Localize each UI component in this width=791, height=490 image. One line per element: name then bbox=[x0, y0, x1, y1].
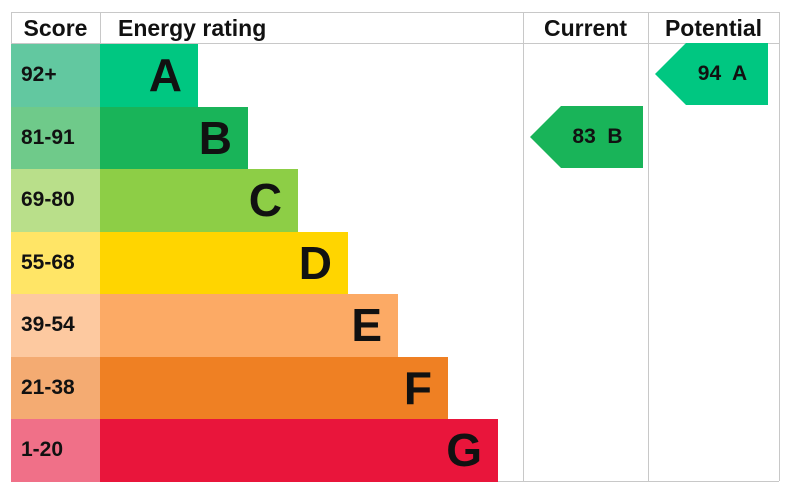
current-rating-label: 83 B bbox=[572, 125, 623, 148]
potential-rating-arrow bbox=[655, 43, 768, 105]
score-cell-b: 81-91 bbox=[11, 106, 100, 169]
score-header: Score bbox=[23, 15, 88, 41]
rating-bar-f: F bbox=[100, 356, 448, 419]
rating-bar-e: E bbox=[100, 294, 398, 357]
rating-bar-a: A bbox=[100, 44, 198, 107]
potential-arrow-shape bbox=[655, 43, 768, 105]
current-divider bbox=[523, 12, 524, 481]
score-cell-d: 55-68 bbox=[11, 231, 100, 294]
bottom-border bbox=[11, 481, 779, 482]
energy-rating-header: Energy rating bbox=[118, 15, 267, 41]
right-border bbox=[779, 12, 780, 481]
rating-bar-g: G bbox=[100, 419, 498, 482]
potential-rating-label: 94 A bbox=[697, 62, 748, 85]
score-cell-f: 21-38 bbox=[11, 356, 100, 419]
score-cell-c: 69-80 bbox=[11, 169, 100, 232]
potential-divider bbox=[648, 12, 649, 481]
score-cell-e: 39-54 bbox=[11, 294, 100, 357]
rating-bar-d: D bbox=[100, 231, 348, 294]
score-cell-a: 92+ bbox=[11, 44, 100, 107]
rating-bar-c: C bbox=[100, 169, 298, 232]
header-divider bbox=[11, 43, 779, 44]
current-rating-arrow bbox=[530, 106, 643, 168]
potential-header: Potential bbox=[664, 15, 763, 41]
score-cell-g: 1-20 bbox=[11, 419, 100, 482]
current-arrow-shape bbox=[530, 106, 643, 168]
current-header: Current bbox=[543, 15, 628, 41]
rating-bar-b: B bbox=[100, 106, 248, 169]
top-border bbox=[11, 12, 779, 13]
